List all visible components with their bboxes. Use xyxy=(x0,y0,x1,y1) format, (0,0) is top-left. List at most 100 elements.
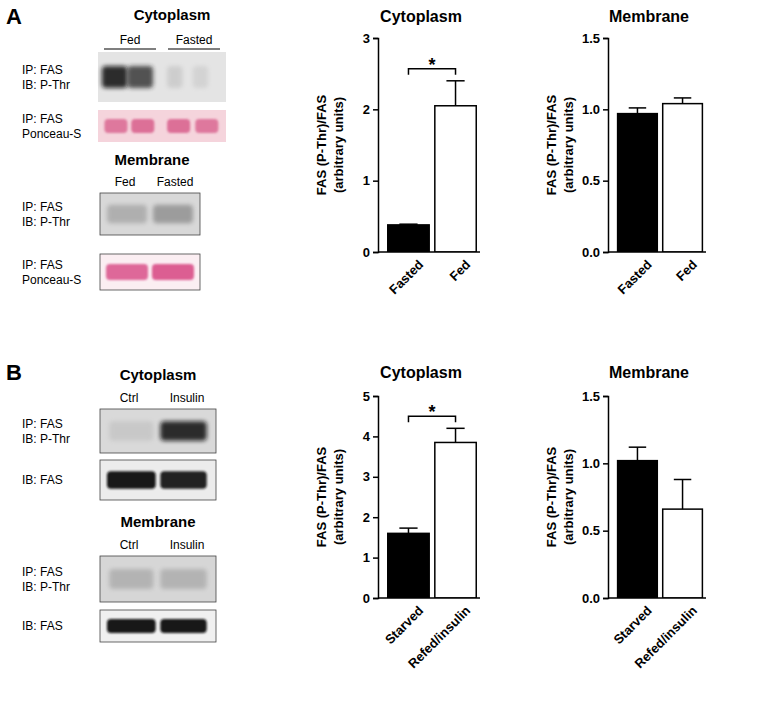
blot-band xyxy=(131,119,154,133)
x-axis: StarvedRefed/insulin xyxy=(608,598,706,671)
error-bar-cap xyxy=(629,446,646,448)
error-bar-cap xyxy=(629,107,646,109)
y-tick-label: 1.0 xyxy=(582,456,600,471)
error-bar xyxy=(629,447,646,460)
bar xyxy=(388,533,429,598)
y-tick-mark xyxy=(373,396,378,398)
y-tick: 2 xyxy=(363,510,378,525)
x-tick-label: Starved xyxy=(610,603,654,647)
blot-panel: MembraneCtrlInsulinIP: FASIB: P-ThrIB: F… xyxy=(22,513,216,642)
y-tick-label: 0.0 xyxy=(582,591,600,606)
blot-band xyxy=(152,264,194,280)
y-tick: 0.5 xyxy=(582,173,608,188)
x-tick: Refed/insulin xyxy=(632,598,700,671)
blot-panel: MembraneFedFastedIP: FASIB: P-ThrIP: FAS… xyxy=(22,151,200,290)
blot-panel: CytoplasmFedFastedIP: FASIB: P-ThrIP: FA… xyxy=(22,6,226,142)
bar xyxy=(618,114,658,252)
x-tick: Refed/insulin xyxy=(405,598,473,671)
error-bar xyxy=(674,479,691,509)
y-tick-label: 0 xyxy=(363,245,370,260)
blot-band xyxy=(160,619,206,633)
blot-band xyxy=(160,421,206,440)
y-tick-mark xyxy=(373,436,378,438)
panel-label: A xyxy=(6,4,22,29)
significance-label: * xyxy=(428,402,435,422)
y-tick-label: 3 xyxy=(363,469,370,484)
y-axis-title: FAS (P-Thr)/FAS xyxy=(544,446,559,547)
x-axis-line xyxy=(608,597,706,599)
blot-image xyxy=(100,556,216,602)
y-tick-label: 1.0 xyxy=(582,102,600,117)
y-axis-line xyxy=(603,397,609,599)
error-bar-cap xyxy=(674,97,691,99)
y-tick-mark xyxy=(373,557,378,559)
blot-band xyxy=(153,205,193,223)
blot-band xyxy=(107,619,156,633)
lane-label: Fasted xyxy=(176,33,213,47)
y-tick: 0 xyxy=(363,591,378,606)
blot-row-label: IP: FAS xyxy=(22,565,63,579)
blot-band xyxy=(160,471,206,489)
y-tick: 0.0 xyxy=(582,591,608,606)
bar xyxy=(388,225,429,252)
blot-band xyxy=(193,66,208,88)
blot-image xyxy=(100,254,200,290)
lane-bar xyxy=(104,48,156,49)
blot-band xyxy=(102,66,128,88)
x-tick: Starved xyxy=(382,598,426,647)
plot-area xyxy=(388,428,476,598)
blot-image xyxy=(100,610,216,642)
bar xyxy=(435,442,476,598)
blot-title: Cytoplasm xyxy=(120,366,197,383)
chart: MembraneFAS (P-Thr)/FAS(arbitrary units)… xyxy=(544,8,706,297)
bar xyxy=(663,509,703,598)
y-tick-label: 5 xyxy=(363,389,370,404)
x-tick: Starved xyxy=(610,598,654,647)
panel-label: B xyxy=(6,360,22,385)
x-axis: StarvedRefed/insulin xyxy=(378,598,480,671)
y-tick: 1.0 xyxy=(582,102,608,117)
error-bar-cap xyxy=(446,80,464,82)
blot-row-label: IB: P-Thr xyxy=(22,432,70,446)
lane-bar xyxy=(168,48,220,49)
y-tick: 3 xyxy=(363,469,378,484)
y-tick-mark xyxy=(603,109,608,111)
x-axis-line xyxy=(378,251,480,253)
blot-band xyxy=(107,471,156,489)
chart-title: Cytoplasm xyxy=(380,364,462,381)
x-axis-line xyxy=(608,251,706,253)
x-tick: Fasted xyxy=(386,252,426,297)
y-axis-title: FAS (P-Thr)/FAS xyxy=(314,94,329,195)
error-bar-stem xyxy=(682,479,684,509)
blot-title: Membrane xyxy=(114,151,189,168)
x-tick-label: Refed/insulin xyxy=(632,603,700,671)
y-tick-mark xyxy=(603,396,608,398)
y-tick-label: 0.5 xyxy=(582,523,600,538)
y-tick-mark xyxy=(373,517,378,519)
y-axis-line xyxy=(603,39,609,253)
y-tick-label: 0 xyxy=(363,591,370,606)
lane-label: Fed xyxy=(120,33,141,47)
error-bar xyxy=(399,224,417,226)
y-axis-title: (arbitrary units) xyxy=(561,97,576,193)
blot-band xyxy=(127,66,153,88)
y-tick-mark xyxy=(603,598,608,600)
blot-row-label: IP: FAS xyxy=(22,63,63,77)
blot-row-label: IP: FAS xyxy=(22,417,63,431)
x-tick-label: Refed/insulin xyxy=(405,603,473,671)
blot-image xyxy=(98,110,226,142)
blot-image xyxy=(100,409,216,453)
y-axis-title: FAS (P-Thr)/FAS xyxy=(314,446,329,547)
x-tick-label: Fed xyxy=(673,257,700,284)
x-axis: FastedFed xyxy=(378,252,480,297)
blot-row-label: IB: FAS xyxy=(22,473,63,487)
y-tick-mark xyxy=(603,38,608,40)
chart: CytoplasmFAS (P-Thr)/FAS(arbitrary units… xyxy=(314,8,480,297)
blot-band xyxy=(106,264,148,280)
y-tick-label: 4 xyxy=(363,429,371,444)
error-bar-cap xyxy=(674,479,691,481)
y-axis-line xyxy=(373,39,379,253)
blot-row-label: IB: P-Thr xyxy=(22,580,70,594)
y-axis-line xyxy=(373,397,379,599)
x-tick: Fasted xyxy=(615,252,655,297)
